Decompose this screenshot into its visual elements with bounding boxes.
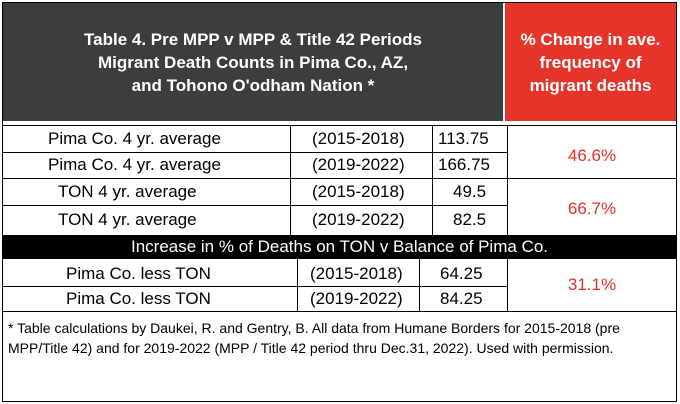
row-value: 113.75 [438,129,489,148]
pct-change-less-ton: 31.1% [567,275,617,294]
row-value: 166.75 [438,155,490,174]
divider [3,311,676,312]
divider [419,259,420,311]
title-line: Table 4. Pre MPP v MPP & Title 42 Period… [84,29,422,49]
row-label: TON 4 yr. average [58,210,197,229]
row-value: 64.25 [440,264,483,283]
footnote: * Table calculations by Daukei, R. and G… [8,320,620,356]
change-header-line: migrant deaths [529,75,652,95]
divider [3,125,676,126]
row-label: Pima Co. less TON [66,264,211,283]
row-label: Pima Co. 4 yr. average [48,155,221,174]
row-period: (2019-2022) [312,155,405,174]
row-value: 49.5 [453,182,487,201]
row-period: (2019-2022) [310,289,403,308]
divider [507,259,508,311]
title-line: Migrant Death Counts in Pima Co., AZ, [97,52,409,72]
pct-change-ton: 66.7% [567,199,617,218]
divider [297,259,298,311]
row-value: 82.5 [453,210,487,229]
row-period: (2015-2018) [310,264,403,283]
row-period: (2015-2018) [312,129,405,148]
row-label: Pima Co. 4 yr. average [48,129,221,148]
divider [3,286,508,287]
divider [3,205,508,206]
divider [432,125,433,235]
change-header: % Change in ave. frequency of migrant de… [505,3,676,121]
table-title: Table 4. Pre MPP v MPP & Title 42 Period… [3,3,503,121]
section-band: Increase in % of Deaths on TON v Balance… [3,235,676,259]
divider [507,125,508,235]
divider [3,178,676,179]
change-header-line: % Change in ave. [520,29,661,49]
pct-change-pima: 46.6% [567,146,617,165]
row-period: (2019-2022) [312,210,405,229]
row-label: Pima Co. less TON [66,289,211,308]
divider [290,125,291,235]
row-period: (2015-2018) [312,182,405,201]
title-line: and Tohono O'odham Nation * [131,75,375,95]
row-value: 84.25 [440,289,483,308]
row-label: TON 4 yr. average [58,182,197,201]
divider [3,152,508,153]
change-header-line: frequency of [539,52,642,72]
